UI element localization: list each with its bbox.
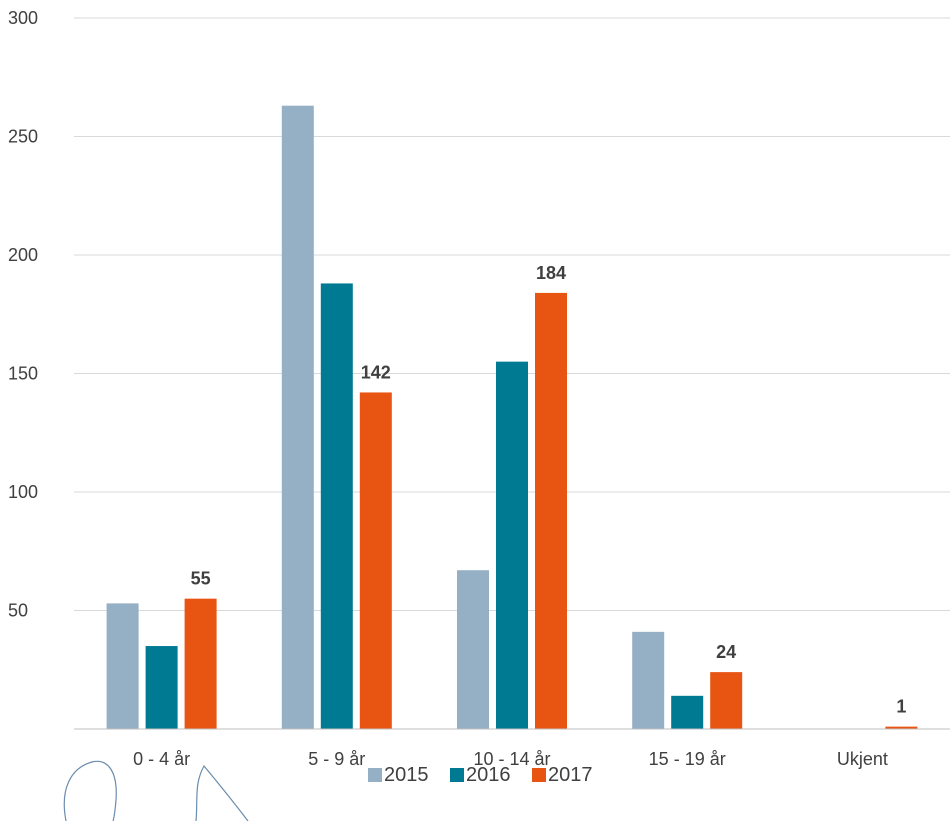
bar-2015-3 <box>632 631 665 729</box>
data-labels: 55 142 184 24 1 <box>191 263 907 717</box>
x-axis-ticks: 0 - 4 år 5 - 9 år 10 - 14 år 15 - 19 år Ukje… <box>133 749 888 769</box>
x-tick-label: 15 - 19 år <box>649 749 726 769</box>
bar-2017-4 <box>885 726 918 729</box>
x-tick-label: 10 - 14 år <box>473 749 550 769</box>
legend: 2015 2016 2017 <box>368 764 593 786</box>
bar-2017-3 <box>710 672 743 729</box>
bar-2016-1 <box>320 283 353 729</box>
y-tick-label: 50 <box>8 601 28 621</box>
legend-label: 2017 <box>548 764 593 786</box>
y-tick-label: 300 <box>8 8 38 28</box>
legend-swatch-2016 <box>450 768 464 782</box>
x-tick-label: 5 - 9 år <box>308 749 365 769</box>
y-tick-label: 150 <box>8 364 38 384</box>
bars <box>106 105 918 729</box>
y-tick-label: 250 <box>8 127 38 147</box>
data-label-1: 142 <box>361 362 391 382</box>
y-tick-label: 200 <box>8 245 38 265</box>
bar-2016-2 <box>496 361 528 729</box>
legend-swatch-2017 <box>532 768 546 782</box>
bar-2017-1 <box>359 392 392 729</box>
bar-2015-0 <box>106 603 139 729</box>
legend-swatch-2015 <box>368 768 382 782</box>
data-label-3: 24 <box>716 642 736 662</box>
bar-2016-3 <box>671 695 704 729</box>
x-tick-label: Ukjent <box>837 749 888 769</box>
bar-2017-2 <box>535 292 567 729</box>
bar-2017-0 <box>184 598 217 729</box>
data-label-0: 55 <box>191 569 211 589</box>
bar-2015-2 <box>457 570 489 729</box>
y-axis-ticks: 50 100 150 200 250 300 <box>8 8 38 621</box>
legend-label: 2016 <box>466 764 511 786</box>
x-tick-label: 0 - 4 år <box>133 749 190 769</box>
data-label-4: 1 <box>896 697 906 717</box>
bar-2016-0 <box>145 646 178 729</box>
bar-2015-1 <box>281 105 314 729</box>
y-tick-label: 100 <box>8 482 38 502</box>
data-label-2: 184 <box>536 263 566 283</box>
legend-label: 2015 <box>384 764 429 786</box>
handwritten-scribble <box>63 760 249 821</box>
